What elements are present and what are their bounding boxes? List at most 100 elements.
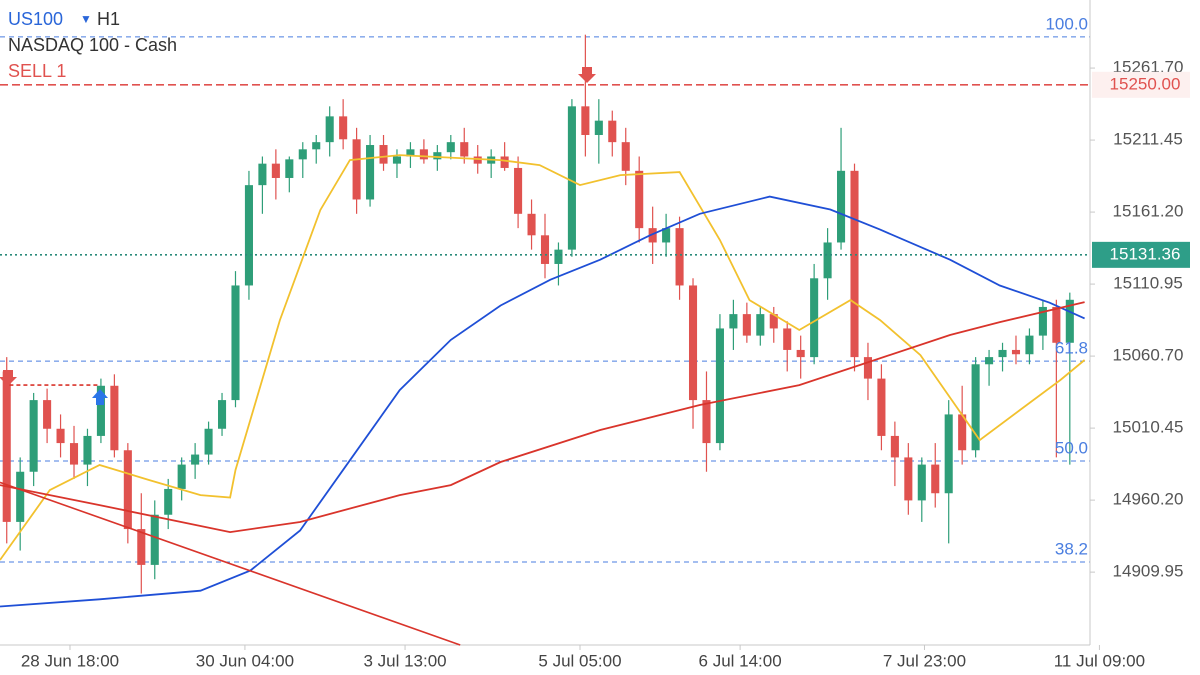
candle-body (810, 278, 819, 358)
candle-body (164, 488, 173, 515)
candle-body (783, 328, 792, 350)
candle-body (406, 149, 415, 157)
fib-label: 61.8 (1055, 339, 1088, 358)
candle-body (2, 371, 11, 522)
candle-body (863, 357, 872, 379)
price-label: 15250.00 (1110, 74, 1181, 93)
candle-body (473, 156, 482, 164)
candle-body (258, 163, 267, 186)
candle-body (339, 116, 348, 140)
y-tick-label: 15261.70 (1113, 58, 1184, 77)
candle-body (823, 242, 832, 279)
candle-body (904, 457, 913, 501)
candle-body (379, 145, 388, 164)
candle-body (554, 249, 563, 264)
y-tick-label: 15211.45 (1113, 130, 1183, 149)
candle-body (958, 414, 967, 451)
candle-body (621, 142, 630, 171)
candle-body (1052, 306, 1061, 343)
candle-body (944, 414, 953, 494)
overlay: 100.0 61.8 50.0 38.2 (0, 14, 1090, 646)
candle-body (69, 443, 79, 465)
candle-body (218, 400, 227, 429)
timeframe: H1 (97, 9, 120, 29)
candle-body (675, 228, 684, 286)
candle-body (83, 435, 92, 465)
moving-average (0, 301, 1085, 534)
candle-body (648, 228, 657, 243)
candle-body (1038, 306, 1047, 336)
candle-body (998, 349, 1007, 358)
candle-body (971, 364, 980, 451)
candle-body (191, 454, 200, 465)
candle-body (756, 314, 765, 336)
candle-body (110, 385, 119, 451)
candle-body (500, 156, 509, 168)
candle-body (742, 314, 751, 336)
symbol: US100 (8, 9, 63, 29)
x-tick-label: 7 Jul 23:00 (883, 651, 966, 670)
candle-body (527, 213, 536, 236)
candle-body (204, 428, 213, 455)
fib-label: 100.0 (1045, 14, 1088, 33)
fib-label: 50.0 (1055, 438, 1088, 457)
candle-body (123, 450, 132, 530)
candle-body (796, 349, 805, 358)
candle-body (567, 106, 576, 250)
x-tick-label: 3 Jul 13:00 (363, 651, 446, 670)
y-tick-label: 15060.70 (1113, 346, 1184, 365)
candle-body (837, 170, 846, 243)
candle-body (662, 228, 671, 243)
candle-body (850, 170, 859, 358)
candle-body (56, 428, 65, 444)
candle-body (1025, 335, 1034, 355)
candle-body (917, 464, 926, 501)
symbol-dropdown[interactable]: ▼ (80, 12, 92, 26)
x-tick-label: 5 Jul 05:00 (538, 651, 621, 670)
x-tick-label: 11 Jul 09:00 (1054, 651, 1145, 670)
y-tick-label: 15161.20 (1113, 202, 1184, 221)
candle-body (581, 106, 590, 135)
candle-body (150, 514, 159, 565)
candle-body (540, 235, 550, 264)
candle-body (446, 142, 455, 153)
candle-body (769, 314, 778, 329)
candle-body (392, 156, 402, 164)
candle-body (96, 385, 105, 436)
candle-body (1065, 299, 1074, 343)
trendline (0, 481, 461, 646)
candle-body (729, 314, 738, 329)
candle-body (325, 116, 334, 143)
x-tick-label: 28 Jun 18:00 (21, 651, 119, 670)
x-tick-label: 6 Jul 14:00 (699, 651, 782, 670)
sell-arrow (578, 67, 596, 83)
y-tick-label: 15110.95 (1113, 274, 1183, 293)
candle-body (244, 185, 253, 286)
candle-body (419, 149, 428, 160)
candle-body (285, 159, 294, 178)
price-label-box (1092, 71, 1190, 98)
candle-body (312, 142, 321, 150)
candle-body (985, 357, 994, 365)
fib-label: 38.2 (1055, 540, 1088, 559)
candle-body (715, 328, 724, 444)
candle-body (298, 149, 307, 160)
buy-arrow (92, 389, 108, 405)
candle-body (635, 170, 644, 229)
candle-body (29, 400, 38, 472)
instrument-name: NASDAQ 100 - Cash (8, 35, 177, 55)
candle-body (890, 435, 899, 458)
candle-body (931, 464, 940, 494)
price-label-box (1092, 241, 1190, 268)
price-label: 15131.36 (1110, 244, 1181, 263)
candle-body (460, 142, 469, 157)
candle-body (43, 400, 52, 429)
y-tick-label: 14909.95 (1113, 562, 1184, 581)
candle-body (1011, 349, 1021, 355)
candle-body (514, 167, 523, 214)
candle-body (608, 120, 617, 143)
candle-body (688, 285, 698, 401)
y-tick-label: 14960.20 (1113, 490, 1184, 509)
candle-body (594, 120, 603, 135)
